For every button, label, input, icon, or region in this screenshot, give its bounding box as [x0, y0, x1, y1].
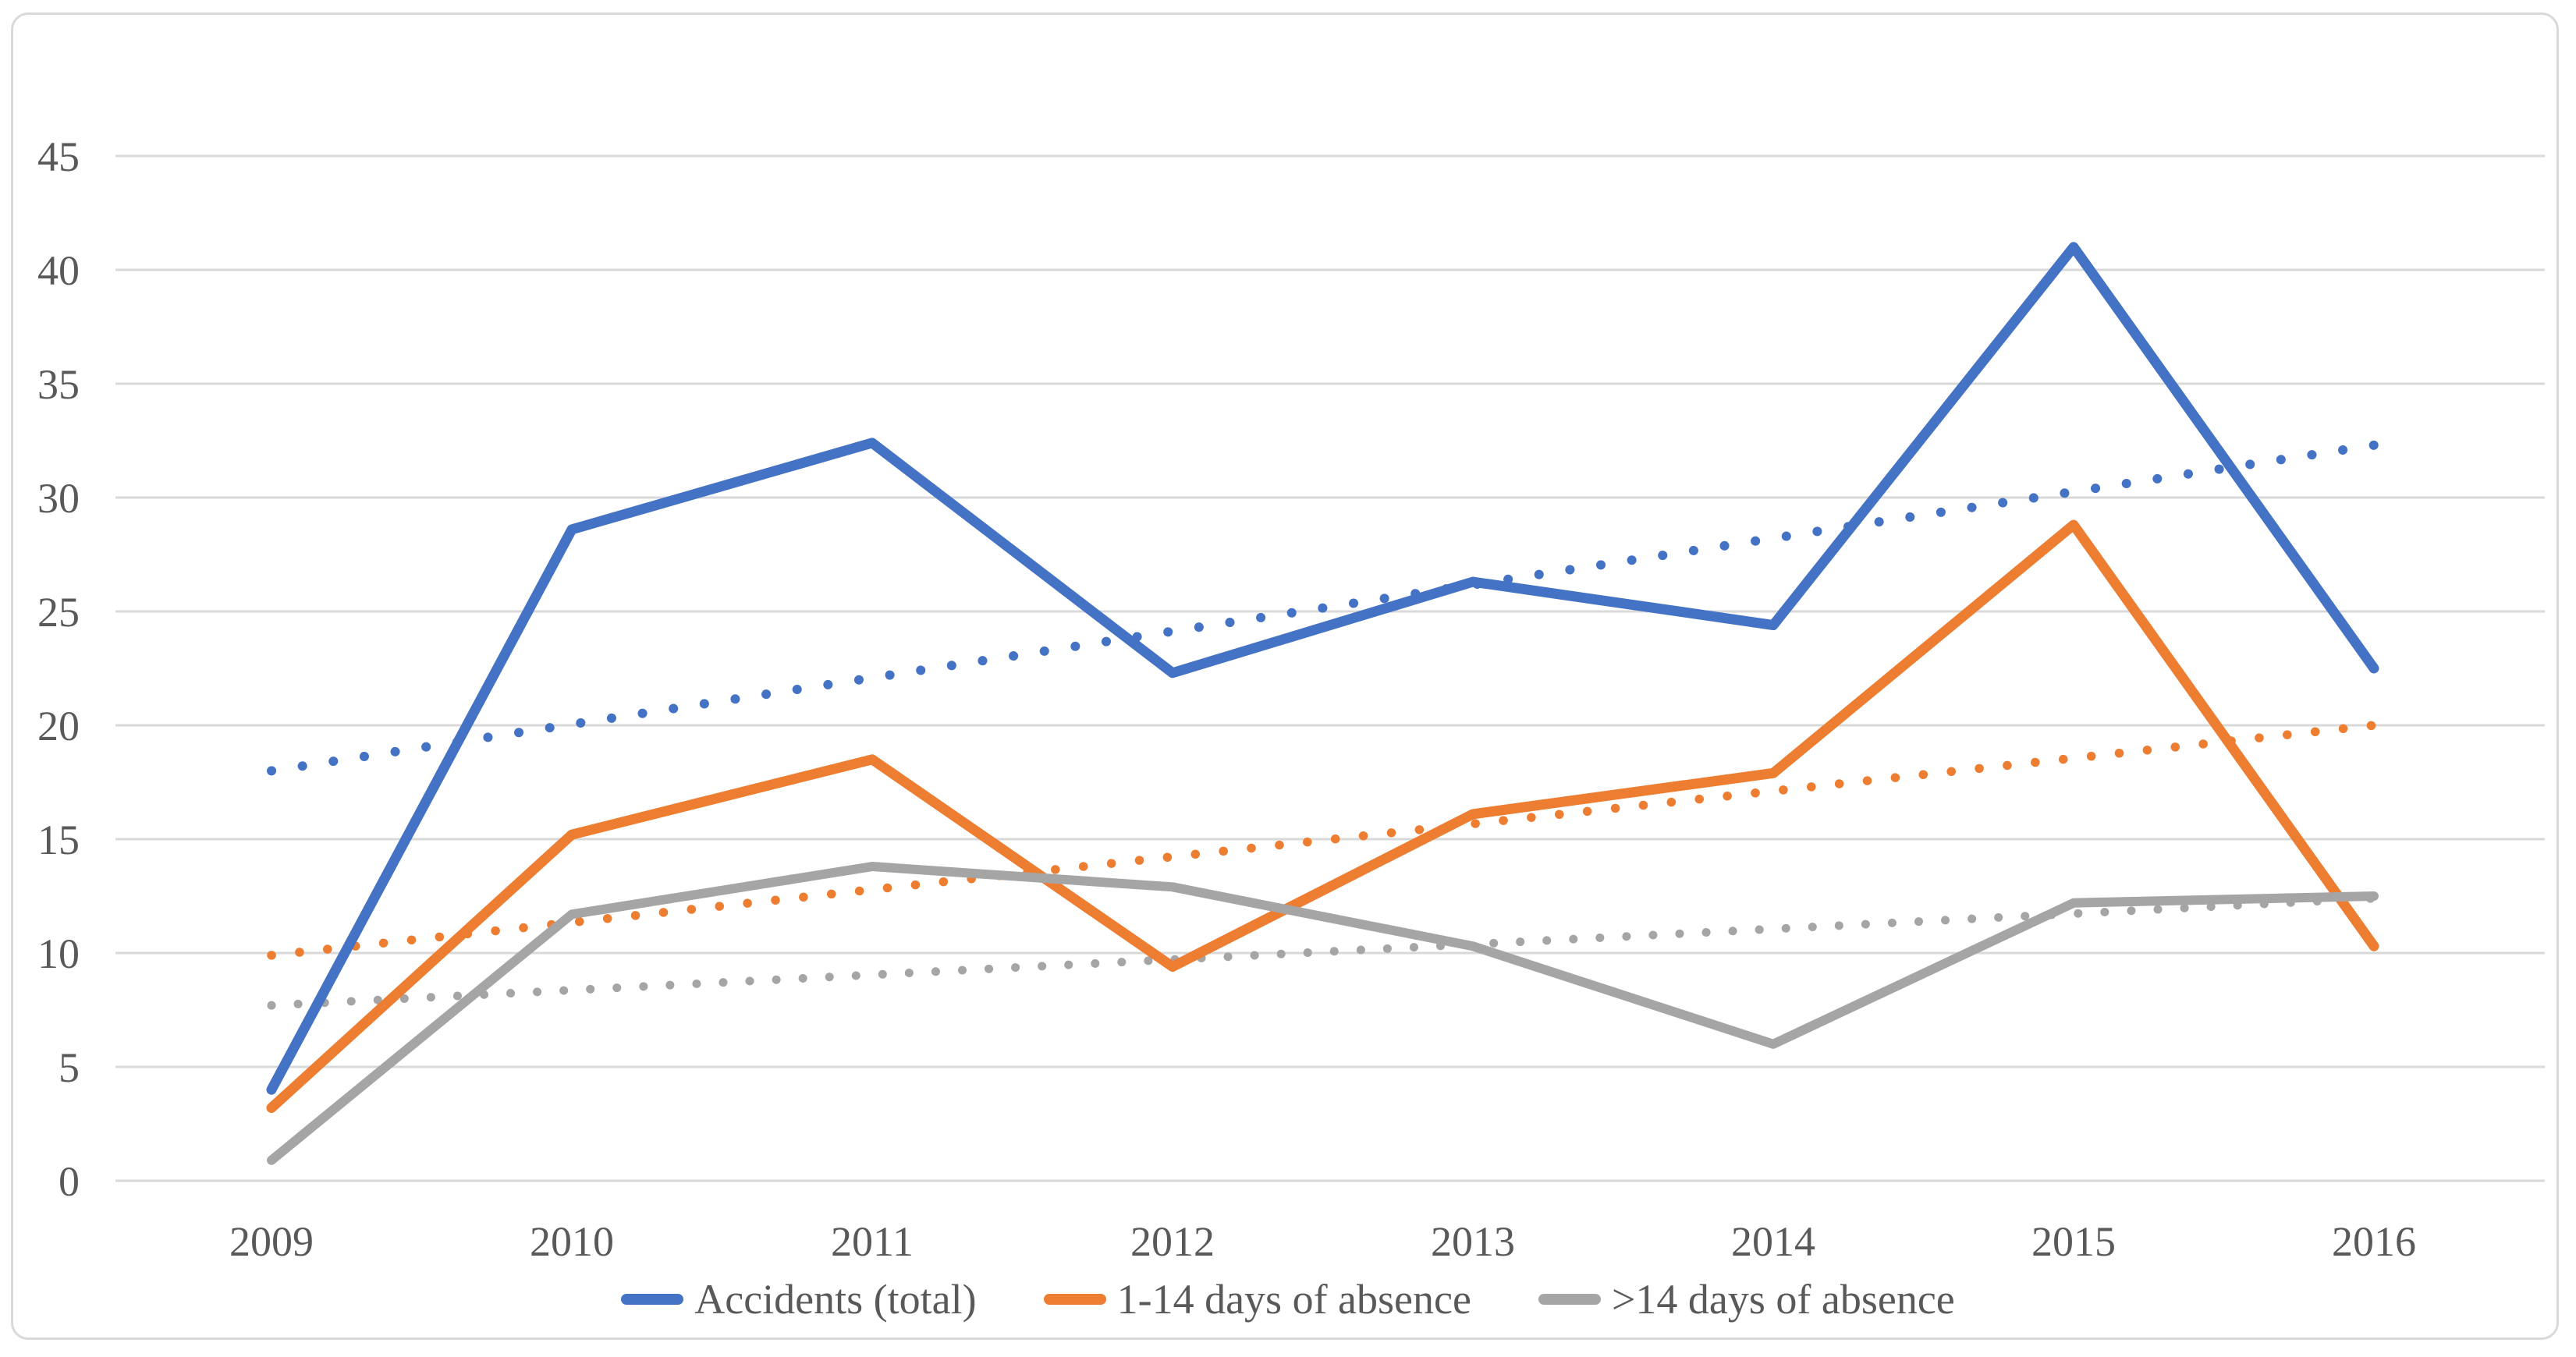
series-line — [266, 242, 2379, 1095]
y-axis-tick-label: 10 — [37, 930, 80, 977]
chart-legend: Accidents (total) 1-14 days of absence >… — [0, 1270, 2576, 1329]
y-axis-tick-labels: 0 5 10 15 20 25 30 35 40 45 — [37, 133, 80, 1205]
legend-item-accidents-total: Accidents (total) — [621, 1275, 977, 1323]
y-axis-tick-label: 0 — [59, 1158, 80, 1205]
y-axis-tick-label: 40 — [37, 247, 80, 294]
legend-item-over-14-days: >14 days of absence — [1538, 1275, 1955, 1323]
series-line — [267, 862, 2379, 1165]
legend-swatch-over-14-days — [1538, 1294, 1601, 1305]
y-axis-tick-label: 15 — [37, 817, 80, 863]
y-axis-tick-label: 5 — [59, 1044, 80, 1091]
series-line — [266, 519, 2379, 1114]
y-axis-tick-label: 35 — [37, 361, 80, 408]
series-lines — [266, 242, 2379, 1165]
x-axis-tick-labels: 2009 2010 2011 2012 2013 2014 2015 2016 — [229, 1218, 2416, 1265]
y-axis-tick-label: 30 — [37, 475, 80, 522]
legend-swatch-accidents-total — [621, 1294, 684, 1305]
trendlines — [267, 440, 2379, 1010]
y-axis-tick-label: 45 — [37, 133, 80, 180]
gridlines — [115, 154, 2545, 1182]
x-axis-tick-label: 2011 — [831, 1218, 914, 1265]
legend-swatch-1-14-days — [1043, 1294, 1106, 1305]
trendline — [267, 894, 2379, 1010]
trendline — [267, 440, 2379, 776]
legend-label-accidents-total: Accidents (total) — [694, 1276, 977, 1323]
x-axis-tick-label: 2014 — [1731, 1218, 1815, 1265]
x-axis-tick-label: 2012 — [1130, 1218, 1215, 1265]
x-axis-tick-label: 2010 — [530, 1218, 614, 1265]
y-axis-tick-label: 25 — [37, 589, 80, 636]
x-axis-tick-label: 2016 — [2332, 1218, 2416, 1265]
legend-label-1-14-days: 1-14 days of absence — [1116, 1276, 1471, 1323]
x-axis-tick-label: 2009 — [229, 1218, 314, 1265]
legend-label-over-14-days: >14 days of absence — [1611, 1276, 1955, 1323]
legend-item-1-14-days: 1-14 days of absence — [1043, 1275, 1471, 1323]
y-axis-tick-label: 20 — [37, 703, 80, 749]
x-axis-tick-label: 2013 — [1431, 1218, 1515, 1265]
x-axis-tick-label: 2015 — [2031, 1218, 2116, 1265]
